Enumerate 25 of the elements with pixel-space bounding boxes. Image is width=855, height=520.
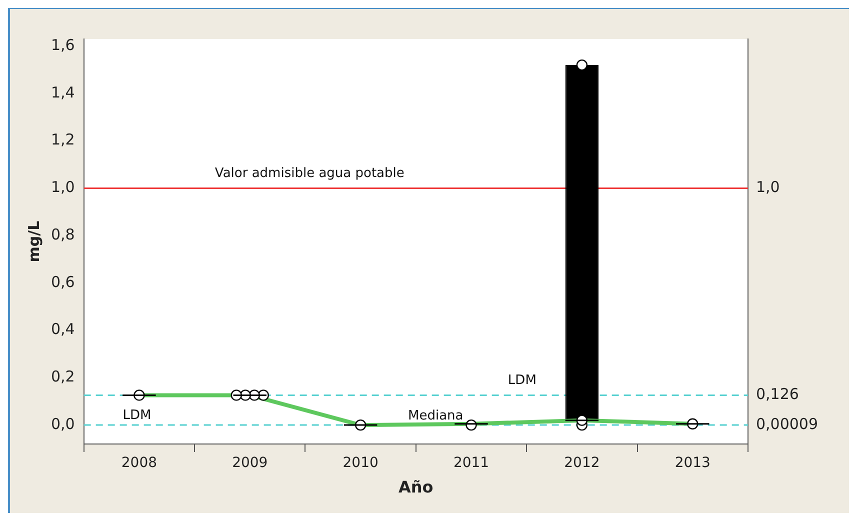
x-tick-label: 2009 [232, 455, 268, 472]
y2-tick-label: 0,00009 [756, 414, 818, 433]
ref-line-label: Valor admisible agua potable [214, 166, 404, 182]
y-tick-label: 1,0 [50, 178, 75, 196]
x-axis-title: Año [398, 478, 434, 497]
point [576, 59, 588, 71]
x-tick-label: 2010 [342, 455, 378, 472]
y-tick-label: 1,6 [50, 36, 75, 54]
y2-tick-label: 1,0 [756, 178, 780, 196]
ref-line-label: LDM [508, 373, 536, 388]
x-tick-label: 2012 [564, 455, 600, 472]
x-tick-label: 2008 [121, 455, 158, 472]
y-tick-label: 0,4 [50, 320, 75, 338]
x-tick-label: 2013 [674, 455, 710, 472]
series-label: Mediana [408, 408, 464, 424]
y-axis-title: mg/L [24, 220, 43, 262]
ref-line-label: LDM [122, 408, 152, 423]
x-tick-label: 2011 [453, 455, 490, 472]
y2-tick-label: 0,126 [756, 385, 799, 404]
y-tick-label: 1,2 [50, 130, 75, 149]
y-tick-label: 1,4 [50, 83, 75, 102]
y-tick-label: 0,6 [50, 272, 75, 291]
y-tick-label: 0,2 [50, 368, 75, 386]
y-tick-label: 0,0 [50, 414, 75, 433]
y-tick-label: 0,8 [50, 225, 75, 244]
